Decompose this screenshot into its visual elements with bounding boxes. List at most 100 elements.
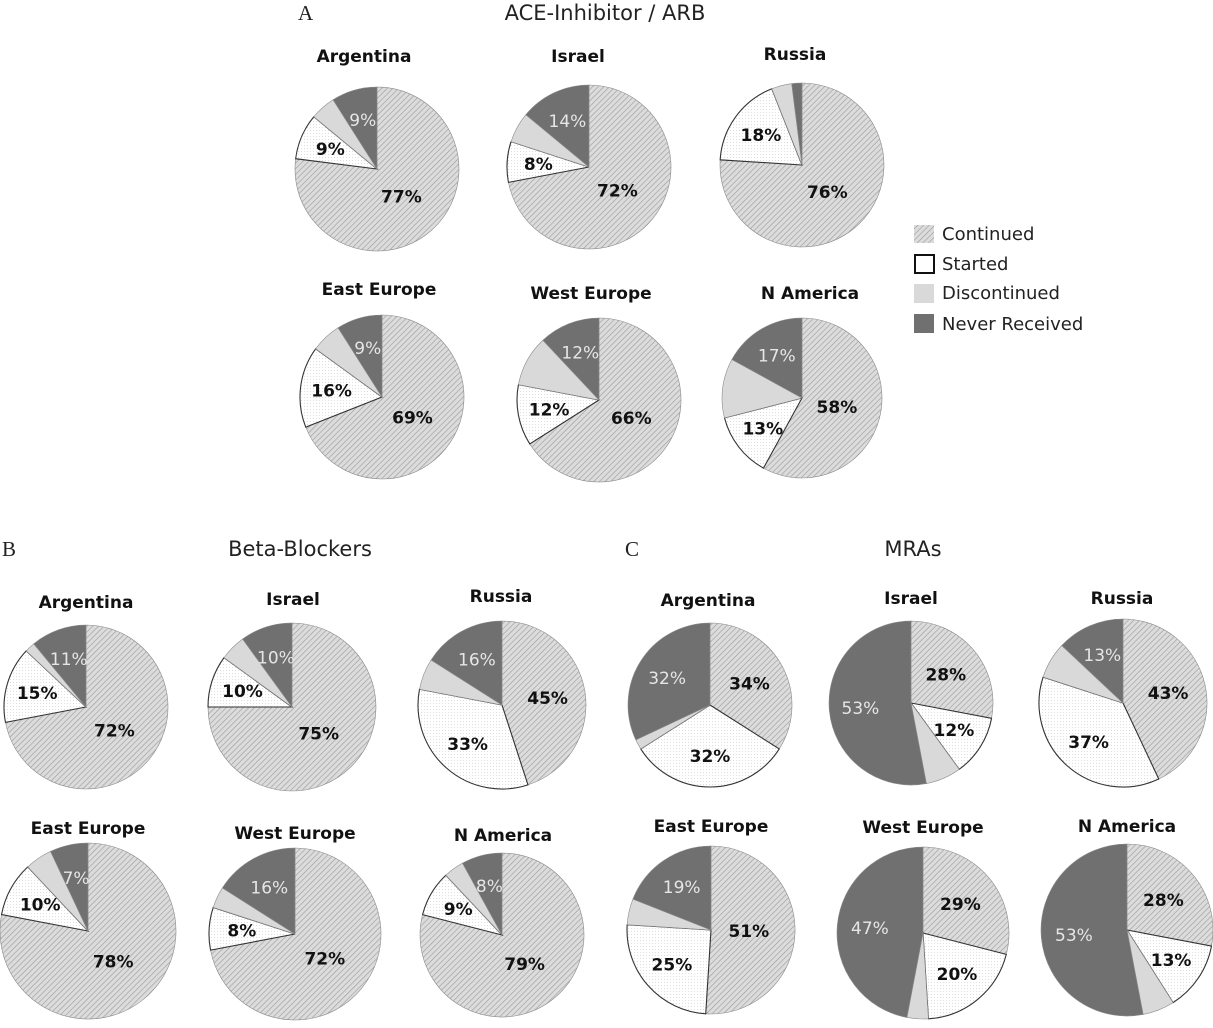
pie-slice-never xyxy=(627,622,711,741)
pie-a-argentina: Argentina 77% 9%9% xyxy=(294,47,460,252)
pie-label-continued: 72% xyxy=(94,722,135,742)
pie-slice-continued xyxy=(529,317,682,483)
pie-label-continued: 29% xyxy=(940,895,981,915)
pie-region-title: Argentina xyxy=(661,591,756,611)
pie-label-started: 10% xyxy=(20,896,61,916)
pie-label-started: 15% xyxy=(17,684,58,704)
pie-label-continued: 78% xyxy=(93,953,134,973)
pie-slice-never xyxy=(836,846,924,1018)
legend-label-discontinued: Discontinued xyxy=(942,283,1060,304)
pie-c-argentina: Argentina 34% 32% 32% xyxy=(627,591,793,788)
pie-label-started: 37% xyxy=(1068,733,1109,753)
pie-label-started: 10% xyxy=(222,682,263,702)
pie-slice-started xyxy=(417,688,529,790)
pie-slice-continued xyxy=(508,84,672,250)
pie-c-israel: Israel 28% 12% 53% xyxy=(828,589,994,786)
pie-label-never: 14% xyxy=(549,112,587,132)
pie-region-title: Argentina xyxy=(317,47,412,67)
pie-slice-continued xyxy=(207,622,377,792)
legend-label-started: Started xyxy=(942,254,1008,275)
pie-label-continued: 69% xyxy=(392,409,433,429)
pie-b-west-europe: West Europe 72% 8% 16% xyxy=(208,824,382,1021)
pie-label-started: 12% xyxy=(934,721,975,741)
pie-c-russia: Russia 43% 37% 13% xyxy=(1038,589,1208,788)
pie-slice-started xyxy=(723,397,804,469)
pie-slice-started xyxy=(1125,929,1213,1004)
pie-slice-started xyxy=(516,383,601,445)
panel-c-title: MRAs xyxy=(884,537,941,561)
pie-c-n-america: N America 28% 13% 53% xyxy=(1040,817,1213,1017)
pie-a-russia: Russia 76% 18% xyxy=(719,45,885,248)
pie-label-started: 9% xyxy=(444,900,473,920)
legend-swatch-never-received xyxy=(914,314,934,333)
pie-label-never: 47% xyxy=(851,919,889,939)
pie-slice-started xyxy=(3,650,88,724)
pie-b-n-america: N America 79% 9%8% xyxy=(419,826,585,1018)
pie-label-never: 16% xyxy=(458,650,496,670)
pie-region-title: N America xyxy=(1078,817,1176,837)
pie-region-title: West Europe xyxy=(530,284,651,304)
pie-slice-never xyxy=(731,317,803,399)
pie-label-started: 13% xyxy=(1151,951,1192,971)
pie-label-started: 13% xyxy=(742,419,783,439)
legend: Continued Started Discontinued Never Rec… xyxy=(914,224,1083,335)
panel-c-letter: C xyxy=(625,537,639,561)
legend-swatch-started xyxy=(914,254,935,274)
pie-slice-never xyxy=(50,842,89,932)
legend-label-never-received: Never Received xyxy=(942,314,1083,335)
pie-slice-continued xyxy=(210,847,382,1021)
pie-slice-continued xyxy=(922,846,1010,955)
pie-label-started: 16% xyxy=(311,382,352,402)
pie-region-title: East Europe xyxy=(654,817,769,837)
pie-label-never: 11% xyxy=(50,650,88,670)
pie-label-started: 12% xyxy=(529,401,570,421)
pie-label-never: 8% xyxy=(476,877,503,897)
pie-label-started: 8% xyxy=(227,922,256,942)
pie-slice-never xyxy=(242,622,293,708)
pie-b-argentina: Argentina 72% 15% 11% xyxy=(3,593,169,790)
panel-a-letter: A xyxy=(298,1,314,25)
pie-label-continued: 72% xyxy=(304,950,345,970)
pie-region-title: Israel xyxy=(266,590,320,610)
panel-b-letter: B xyxy=(2,537,16,561)
pie-label-never: 12% xyxy=(561,344,599,364)
pie-a-n-america: N America 58% 13% 17% xyxy=(721,284,883,479)
pie-slice-never xyxy=(33,624,87,708)
pie-slice-never xyxy=(525,84,590,168)
pie-label-started: 20% xyxy=(937,965,978,985)
pie-region-title: West Europe xyxy=(862,818,983,838)
pie-slice-never xyxy=(1040,843,1144,1017)
pie-slice-continued xyxy=(705,845,796,1015)
pie-label-continued: 45% xyxy=(527,689,568,709)
pie-label-started: 18% xyxy=(741,126,782,146)
pie-slice-never xyxy=(332,86,378,171)
pie-label-continued: 75% xyxy=(298,725,339,745)
pie-a-israel: Israel 72% 8% 14% xyxy=(506,47,672,250)
pie-label-never: 7% xyxy=(63,869,90,889)
pie-region-title: N America xyxy=(761,284,859,304)
pie-label-continued: 58% xyxy=(817,398,858,418)
pie-label-never: 16% xyxy=(250,878,288,898)
pie-label-never: 9% xyxy=(349,111,376,131)
pie-slice-discontinued xyxy=(721,359,803,419)
pie-label-continued: 34% xyxy=(729,674,770,694)
pie-label-started: 25% xyxy=(652,955,693,975)
pie-slice-started xyxy=(640,704,780,788)
pie-a-east-europe: East Europe 69% 16% 9% xyxy=(299,280,465,480)
pie-region-title: East Europe xyxy=(31,819,146,839)
pie-slice-continued xyxy=(1122,618,1208,780)
pie-slice-never xyxy=(221,847,296,935)
pie-slice-continued xyxy=(501,620,587,786)
legend-swatch-discontinued xyxy=(914,284,934,303)
panel-b-title: Beta-Blockers xyxy=(228,537,372,561)
pie-label-never: 9% xyxy=(354,339,381,359)
pie-region-title: Israel xyxy=(551,47,605,67)
pie-slice-never xyxy=(791,82,803,166)
pie-b-russia: Russia 45% 33% 16% xyxy=(417,587,587,790)
pie-label-never: 13% xyxy=(1083,646,1121,666)
pie-label-continued: 79% xyxy=(504,955,545,975)
pie-label-never: 17% xyxy=(758,346,796,366)
pie-region-title: Israel xyxy=(884,589,938,609)
pie-label-continued: 28% xyxy=(925,665,966,685)
pie-b-east-europe: East Europe 78% 10%7% xyxy=(0,819,177,1020)
